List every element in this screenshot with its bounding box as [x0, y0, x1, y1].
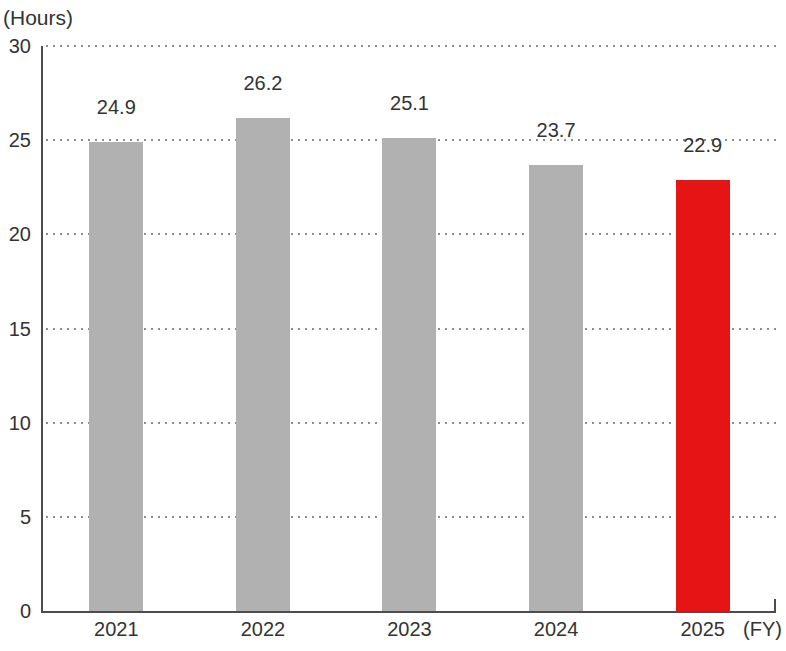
- y-tick-label: 30: [0, 34, 31, 58]
- bar-2025: [676, 180, 730, 611]
- bar-value-label: 24.9: [97, 96, 136, 118]
- bar-value-label: 25.1: [390, 92, 429, 114]
- bar-slot-2024: 23.7: [483, 46, 630, 611]
- bars: 24.9 26.2 25.1 23.7 22.9: [43, 46, 776, 611]
- bar-2024: [529, 165, 583, 611]
- bar-slot-2025: 22.9: [629, 46, 776, 611]
- x-tick-label: 2023: [336, 617, 483, 641]
- plot-area: 24.9 26.2 25.1 23.7 22.9: [41, 46, 776, 613]
- y-tick-label: 0: [0, 599, 31, 623]
- bar-slot-2022: 26.2: [190, 46, 337, 611]
- bar-slot-2021: 24.9: [43, 46, 190, 611]
- x-axis-end-tick: [774, 599, 776, 611]
- x-axis-tick-labels: 20212022202320242025: [43, 617, 776, 641]
- bar-2021: [89, 142, 143, 611]
- y-tick-label: 25: [0, 128, 31, 152]
- bar-value-label: 22.9: [683, 134, 722, 156]
- bar-value-label: 26.2: [243, 72, 282, 94]
- bar-slot-2023: 25.1: [336, 46, 483, 611]
- bar-value-label: 23.7: [537, 119, 576, 141]
- y-tick-label: 15: [0, 317, 31, 341]
- y-tick-label: 5: [0, 505, 31, 529]
- bar-2023: [382, 138, 436, 611]
- x-axis-unit-label: (FY): [743, 617, 782, 641]
- y-tick-label: 20: [0, 222, 31, 246]
- bar-2022: [236, 118, 290, 611]
- y-tick-label: 10: [0, 411, 31, 435]
- x-tick-label: 2021: [43, 617, 190, 641]
- y-axis-unit-label: (Hours): [3, 5, 73, 31]
- bar-chart: (Hours) 0 5 10 15 20 25 30 24.9 26.2 25.1 23.7 22.…: [0, 0, 786, 651]
- x-tick-label: 2024: [483, 617, 630, 641]
- x-tick-label: 2022: [190, 617, 337, 641]
